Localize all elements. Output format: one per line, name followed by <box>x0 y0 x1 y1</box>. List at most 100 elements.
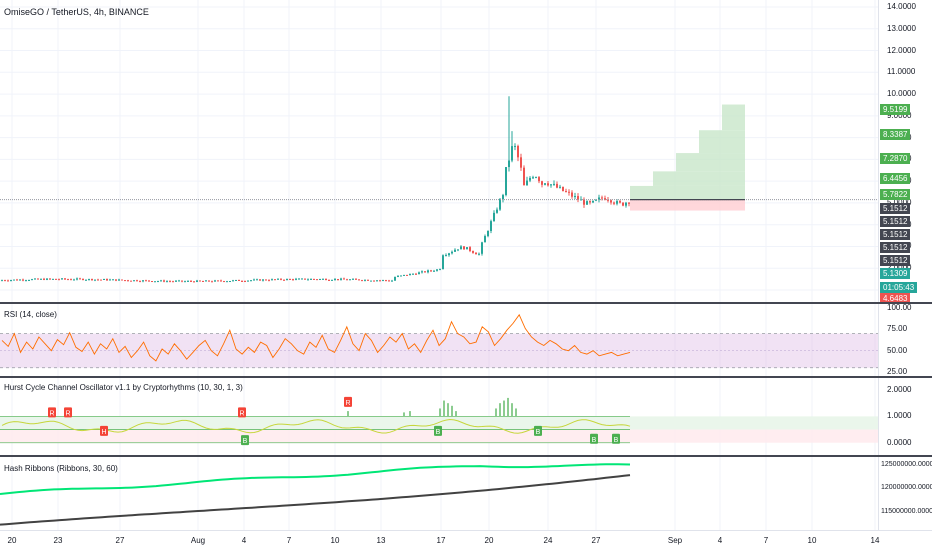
position-stop-zone <box>630 199 745 211</box>
candle-body <box>34 278 36 280</box>
candle-body <box>517 145 519 158</box>
time-axis-label: 27 <box>591 536 601 545</box>
rsi-axis-tick: 50.00 <box>887 345 908 355</box>
rsi-pane[interactable]: RSI (14, close) <box>0 304 878 376</box>
candle-body <box>79 278 81 280</box>
time-axis-label: 14 <box>870 536 880 545</box>
price-label: 8.3387 <box>880 129 911 140</box>
hash-axis-tick: 120000000.0000 <box>881 484 932 492</box>
time-axis-label: 13 <box>376 536 386 545</box>
candle-body <box>433 270 435 272</box>
candle-body <box>187 280 189 282</box>
price-axis[interactable]: 14.0000 13.0000 12.0000 11.0000 10.0000 9.000… <box>878 0 932 304</box>
candle-body <box>121 279 123 281</box>
candle-body <box>292 279 294 281</box>
hurst-chart[interactable]: R R H R B R B B B B <box>0 378 878 455</box>
candle-body <box>196 280 198 282</box>
candle-body <box>490 221 492 232</box>
hash-title: Hash Ribbons (Ribbons, 30, 60) <box>4 464 118 473</box>
candle-body <box>559 186 561 188</box>
candle-body <box>361 280 363 282</box>
candle-body <box>316 279 318 281</box>
candle-body <box>430 270 432 272</box>
candle-body <box>358 279 360 281</box>
candle-body <box>43 278 45 280</box>
candle-body <box>427 270 429 273</box>
candle-body <box>133 280 135 282</box>
price-chart[interactable] <box>0 0 878 302</box>
candle-body <box>397 275 399 277</box>
candle-body <box>238 279 240 281</box>
candle-body <box>184 281 186 283</box>
hash-chart[interactable] <box>0 457 878 530</box>
candle-body <box>1 280 3 282</box>
candle-body <box>418 272 420 275</box>
candle-body <box>61 278 63 280</box>
time-axis-label: 10 <box>330 536 340 545</box>
candle-body <box>622 202 624 206</box>
time-axis-label: 27 <box>115 536 125 545</box>
candle-body <box>190 280 192 282</box>
candle-body <box>355 278 357 280</box>
candle-body <box>199 280 201 282</box>
candle-body <box>7 280 9 282</box>
candle-body <box>436 269 438 271</box>
candle-body <box>319 279 321 281</box>
candle-body <box>607 199 609 201</box>
pane-separator[interactable] <box>0 302 932 304</box>
price-axis-tick: 11.0000 <box>887 67 916 77</box>
signal-marker-label: H <box>101 429 106 436</box>
candle-body <box>202 280 204 282</box>
time-axis[interactable]: 20 23 27 Aug 4 7 10 13 17 20 24 27 Sep 4 7 10 14 <box>0 530 932 551</box>
candle-body <box>103 279 105 281</box>
sell-marker <box>64 407 72 418</box>
candle-body <box>364 279 366 281</box>
pane-separator[interactable] <box>0 376 932 378</box>
rsi-axis[interactable]: 100.00 75.00 50.00 25.00 <box>878 303 932 376</box>
candle-body <box>148 280 150 282</box>
sell-marker <box>238 407 246 418</box>
candle-body <box>241 280 243 282</box>
candle-body <box>571 192 573 197</box>
price-pane[interactable]: OmiseGO / TetherUS, 4h, BINANCE <box>0 0 878 302</box>
candle-body <box>106 279 108 281</box>
candle-body <box>331 279 333 281</box>
candle-body <box>409 273 411 276</box>
candle-body <box>448 253 450 256</box>
candle-body <box>31 279 33 281</box>
hash-axis[interactable]: 125000000.0000 120000000.0000 115000000.00… <box>878 457 932 530</box>
candle-body <box>280 278 282 280</box>
signal-marker-label: R <box>345 400 350 407</box>
candle-body <box>610 200 612 203</box>
candle-body <box>118 279 120 281</box>
candle-body <box>145 280 147 282</box>
candle-body <box>502 195 504 200</box>
position-target-zone <box>722 104 745 131</box>
candle-body <box>439 269 441 271</box>
candle-body <box>4 280 6 282</box>
candle-body <box>349 279 351 281</box>
candle-body <box>619 201 621 203</box>
candle-body <box>172 281 174 283</box>
hurst-axis[interactable]: 2.0000 1.0000 0.0000 <box>878 378 932 455</box>
candle-body <box>400 275 402 277</box>
candle-body <box>487 231 489 237</box>
hurst-pane[interactable]: R R H R B R B B B B Hurst Cycle Channel Oscillato… <box>0 378 878 455</box>
price-axis-tick: 14.0000 <box>887 2 916 11</box>
candle-body <box>220 280 222 282</box>
candle-body <box>460 246 462 250</box>
price-axis-tick: 10.0000 <box>887 89 916 99</box>
hash-pane[interactable]: Hash Ribbons (Ribbons, 30, 60) <box>0 457 878 530</box>
candle-body <box>163 280 165 282</box>
candle-body <box>367 279 369 281</box>
candle-body <box>469 247 471 251</box>
pane-separator[interactable] <box>0 455 932 457</box>
candle-body <box>526 180 528 186</box>
candle-body <box>193 281 195 283</box>
candle-body <box>445 255 447 257</box>
candle-body <box>112 279 114 281</box>
rsi-chart[interactable] <box>0 304 878 376</box>
hash-fast-line <box>0 463 631 495</box>
time-axis-label: 23 <box>53 536 63 545</box>
candle-body <box>391 280 393 282</box>
